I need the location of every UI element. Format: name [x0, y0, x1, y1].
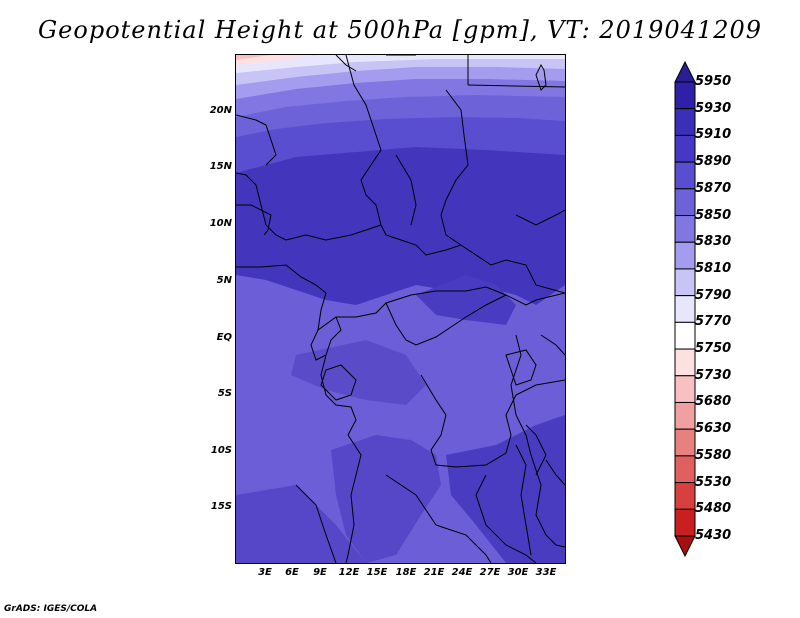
- lon-label-27e: 27E: [479, 567, 501, 578]
- lat-label-10n: 10N: [209, 218, 232, 229]
- lat-label-15s: 15S: [210, 501, 232, 512]
- colorbar-label: 5530: [695, 474, 732, 490]
- colorbar-swatch: [674, 161, 696, 190]
- field-5870-band-north: [236, 115, 565, 173]
- colorbar-swatch: [674, 134, 696, 163]
- lon-label-6e: 6E: [285, 567, 299, 578]
- field-5770-band: [236, 55, 565, 73]
- field-5890-band-se: [446, 415, 565, 563]
- colorbar-swatch: [674, 81, 696, 110]
- colorbar-swatch: [674, 188, 696, 217]
- lon-label-21e: 21E: [423, 567, 445, 578]
- lat-label-5n: 5N: [216, 275, 232, 286]
- field-5850-band: [236, 93, 565, 137]
- country-borders: [236, 55, 565, 563]
- colorbar-label: 5730: [695, 367, 732, 383]
- chart-title: Geopotential Height at 500hPa [gpm], VT:…: [38, 16, 762, 44]
- colorbar-swatch: [674, 508, 696, 537]
- colorbar-swatch: [674, 401, 696, 430]
- colorbar-label: 5910: [695, 127, 732, 143]
- lon-label-30e: 30E: [507, 567, 529, 578]
- colorbar-swatch: [674, 428, 696, 457]
- colorbar-swatch: [674, 375, 696, 403]
- colorbar-label: 5630: [695, 421, 732, 437]
- lon-label-18e: 18E: [395, 567, 417, 578]
- colorbar-swatch: [674, 241, 696, 270]
- height-field-map: [236, 55, 565, 563]
- colorbar-label: 5480: [695, 501, 732, 517]
- field-5830-band: [236, 77, 565, 117]
- lon-label-24e: 24E: [451, 567, 473, 578]
- field-5890-band-ne: [416, 275, 516, 325]
- field-5730-band: [236, 55, 271, 60]
- lon-label-12e: 12E: [338, 567, 360, 578]
- lat-label-eq: EQ: [216, 332, 232, 343]
- colorbar-label: 5870: [695, 180, 732, 196]
- colorbar-swatch: [674, 215, 696, 243]
- colorbar-label: 5770: [695, 314, 732, 330]
- lon-label-3e: 3E: [258, 567, 272, 578]
- lat-label-20n: 20N: [209, 105, 232, 116]
- field-5890-band-north: [236, 145, 565, 305]
- colorbar-swatch: [674, 455, 696, 484]
- lon-label-33e: 33E: [535, 567, 557, 578]
- colorbar-swatch: [674, 348, 696, 377]
- lat-label-15n: 15N: [209, 161, 232, 172]
- map-panel: [235, 54, 566, 564]
- colorbar-swatch: [674, 321, 696, 350]
- lon-label-9e: 9E: [313, 567, 327, 578]
- lat-label-10s: 10S: [210, 445, 232, 456]
- colorbar-top-arrow: [674, 60, 696, 83]
- footer-credit: GrADS: IGES/COLA: [4, 604, 98, 614]
- colorbar-label: 5580: [695, 447, 732, 463]
- colorbar-label: 5790: [695, 287, 732, 303]
- colorbar-label: 5890: [695, 154, 732, 170]
- field-5750-band: [236, 55, 316, 65]
- colorbar: [674, 60, 696, 558]
- lat-label-5s: 5S: [217, 388, 232, 399]
- colorbar-swatch: [674, 482, 696, 510]
- colorbar-label: 5830: [695, 234, 732, 250]
- colorbar-label: 5750: [695, 341, 732, 357]
- colorbar-label: 5430: [695, 528, 732, 543]
- colorbar-label: 5930: [695, 100, 732, 116]
- colorbar-label: 5680: [695, 394, 732, 410]
- colorbar-label: 5950: [695, 74, 732, 89]
- lon-label-15e: 15E: [366, 567, 388, 578]
- colorbar-swatch: [674, 108, 696, 136]
- colorbar-swatch: [674, 295, 696, 323]
- colorbar-swatch: [674, 268, 696, 297]
- colorbar-label: 5850: [695, 207, 732, 223]
- colorbar-bottom-arrow: [674, 535, 696, 558]
- field-5890-band-sw: [236, 485, 366, 563]
- colorbar-label: 5810: [695, 260, 732, 276]
